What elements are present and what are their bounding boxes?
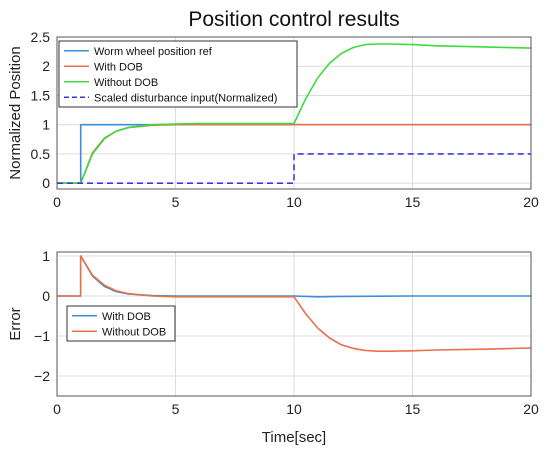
x-tick-label: 0 <box>53 401 61 417</box>
y-tick-label: −2 <box>34 368 50 384</box>
legend: Worm wheel position ref With DOB Without D… <box>58 40 298 108</box>
position-chart: 0 5 10 15 20 0 0.5 1 1.5 2 2.5 Normalized Position W… <box>7 29 539 210</box>
x-tick-label: 5 <box>172 401 180 417</box>
chart-title: Position control results <box>188 8 399 31</box>
legend: With DOB Without DOB <box>66 305 176 342</box>
x-tick-label: 15 <box>405 194 421 210</box>
x-axis-label: Time[sec] <box>262 429 326 446</box>
plot-frame <box>56 251 532 397</box>
y-tick-label: 0.5 <box>31 146 51 162</box>
legend-label-4: Scaled disturbance input(Normalized) <box>94 92 277 104</box>
y-axis-label: Normalized Position <box>7 46 24 179</box>
legend-label-1: Worm wheel position ref <box>94 46 213 58</box>
x-tick-label: 15 <box>405 401 421 417</box>
x-tick-label: 10 <box>286 194 302 210</box>
legend-label-2: Without DOB <box>102 326 166 338</box>
y-tick-label: 1.5 <box>31 87 51 103</box>
y-tick-label: 2.5 <box>31 29 51 45</box>
legend-label-2: With DOB <box>94 61 143 73</box>
series-line-3 <box>57 43 531 184</box>
series-group <box>57 255 531 353</box>
y-tick-label: 1 <box>42 117 50 133</box>
x-tick-label: 20 <box>523 401 539 417</box>
y-tick-label: 2 <box>42 58 50 74</box>
y-tick-label: −1 <box>34 328 50 344</box>
x-tick-label: 0 <box>53 194 61 210</box>
series-line-4 <box>57 153 531 184</box>
x-tick-label: 5 <box>172 194 180 210</box>
y-tick-label: 1 <box>42 248 50 264</box>
legend-label-3: Without DOB <box>94 77 158 89</box>
series-line-2 <box>57 255 531 353</box>
y-axis-label: Error <box>7 307 24 340</box>
plot-frame <box>56 36 532 190</box>
y-tick-label: 0 <box>42 175 50 191</box>
legend-box <box>58 40 298 108</box>
series-group <box>57 43 531 184</box>
y-tick-label: 0 <box>42 288 50 304</box>
x-tick-label: 10 <box>286 401 302 417</box>
x-tick-label: 20 <box>523 194 539 210</box>
legend-label-1: With DOB <box>102 311 151 323</box>
legend-box <box>66 305 176 342</box>
